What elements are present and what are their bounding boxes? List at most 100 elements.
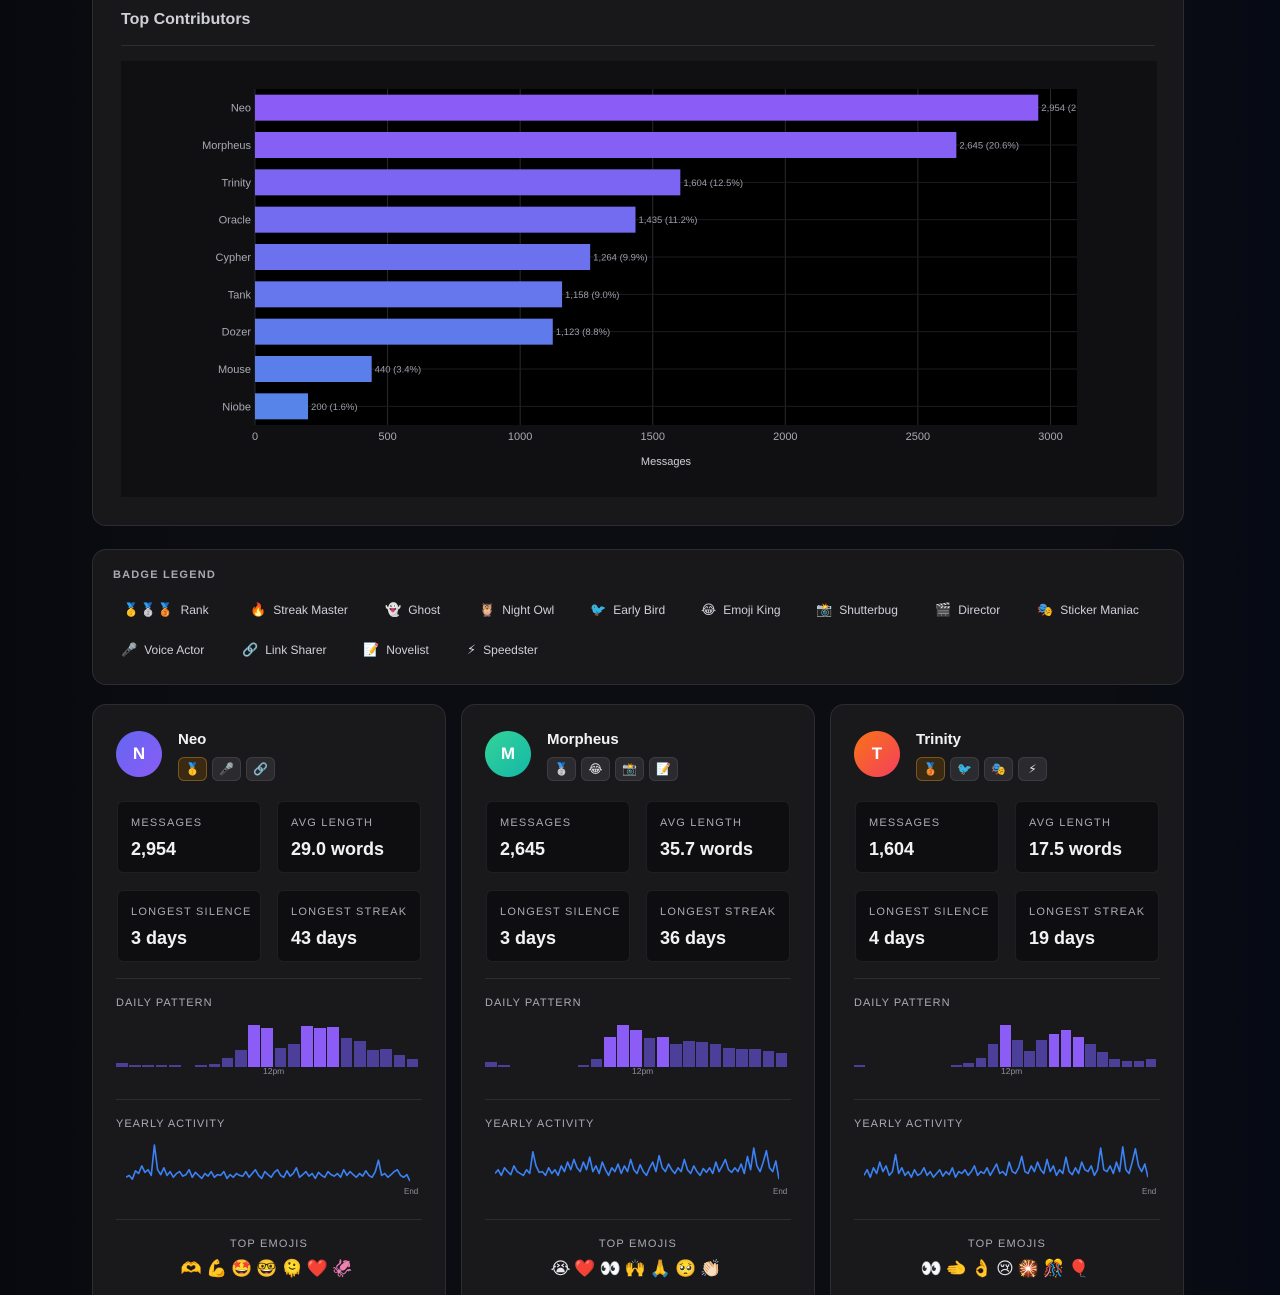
hour-bar — [208, 1063, 221, 1067]
legend-item-sticker-maniac: 🎭 Sticker Maniac — [1037, 602, 1139, 618]
legend-item-shutterbug: 📸 Shutterbug — [816, 602, 898, 618]
profile-card-trinity: T Trinity 🥉 🐦 🎭 ⚡ MESSAGES 1,604 AVG LENGTH 17.5 … — [830, 704, 1184, 1295]
hour-bar — [142, 1065, 155, 1067]
section-divider — [116, 978, 422, 979]
stat-value: 19 days — [1029, 928, 1096, 948]
stat-value: 35.7 words — [660, 839, 754, 859]
y-category-label: Niobe — [222, 401, 251, 413]
yearly-activity-sparkline — [864, 1146, 1148, 1179]
y-category-label: Oracle — [219, 215, 251, 227]
x-tick-label: 0 — [252, 431, 258, 443]
bar-morpheus[interactable] — [255, 132, 957, 158]
bar-tank[interactable] — [255, 281, 563, 308]
top-emojis-list: 🫶💪🤩🤓🫠❤️🦑 — [180, 1259, 358, 1278]
bar-value-label: 440 (3.4%) — [375, 365, 421, 376]
hour-bar — [274, 1048, 287, 1067]
bar-cypher[interactable] — [255, 244, 591, 270]
y-category-label: Tank — [228, 289, 252, 301]
hour-bar — [129, 1064, 141, 1067]
bar-value-label: 1,604 (12.5%) — [683, 178, 743, 189]
hour-bar — [195, 1065, 207, 1067]
chart-title: Top Contributors — [121, 11, 251, 28]
sparkline-path — [864, 1146, 1148, 1179]
daily-pattern-label: DAILY PATTERN — [116, 997, 213, 1009]
hour-bar — [963, 1062, 975, 1067]
x-tick-label: 1500 — [640, 431, 664, 443]
hour-bar — [327, 1026, 340, 1067]
bar-value-label: 1,123 (8.8%) — [556, 327, 610, 338]
legend-label: Ghost — [408, 603, 441, 617]
end-label: End — [773, 1187, 788, 1196]
bar-value-label: 1,158 (9.0%) — [565, 290, 619, 301]
hour-bar — [168, 1065, 181, 1067]
legend-label: Emoji King — [723, 603, 781, 617]
badge-icon[interactable]: 😂 — [581, 757, 610, 781]
section-divider — [485, 1099, 791, 1100]
top-emojis-list: 👀🫲👌😢🎇🎊🎈 — [920, 1259, 1094, 1278]
legend-label: Novelist — [386, 643, 429, 657]
legend-label: Link Sharer — [265, 643, 327, 657]
end-label: End — [1142, 1187, 1157, 1196]
hour-bar — [617, 1025, 629, 1067]
badge-icon[interactable]: 🎤 — [212, 757, 241, 781]
bar-dozer[interactable] — [255, 318, 553, 345]
y-category-label: Mouse — [218, 364, 251, 376]
yearly-activity-sparkline — [495, 1147, 779, 1180]
x-tick-label: 2500 — [906, 431, 930, 443]
stat-label: AVG LENGTH — [1029, 817, 1112, 829]
hour-bar — [1048, 1034, 1060, 1067]
noon-label: 12pm — [263, 1066, 285, 1076]
profile-card-morpheus: M Morpheus 🥈 😂 📸 📝 MESSAGES 2,645 AVG LENGTH 35.7… — [461, 704, 815, 1295]
stat-value: 3 days — [131, 928, 188, 948]
section-divider — [116, 1099, 422, 1100]
hour-bar — [1133, 1060, 1145, 1067]
hour-bar — [221, 1057, 234, 1067]
bar-trinity[interactable] — [255, 169, 681, 196]
badge-icon: ⚡ — [467, 642, 478, 657]
hour-bar — [116, 1062, 128, 1067]
legend-label: Rank — [180, 603, 209, 617]
hour-bar — [1085, 1043, 1096, 1067]
legend-item-rank: 🥇🥈🥉 Rank — [123, 602, 209, 618]
sparkline-path — [126, 1144, 410, 1182]
legend-label: Streak Master — [273, 603, 348, 617]
badge-icon[interactable]: 📝 — [649, 757, 678, 781]
badge-icon: 🔗 — [242, 642, 260, 657]
bar-niobe[interactable] — [255, 393, 309, 420]
hour-bar — [1145, 1058, 1157, 1067]
bar-value-label: 1,435 (11.2%) — [639, 215, 698, 226]
bar-neo[interactable] — [255, 94, 1039, 121]
hour-bar — [1036, 1039, 1048, 1067]
badge-icon[interactable]: 🎭 — [984, 757, 1013, 781]
chart-divider — [121, 45, 1155, 46]
hour-bar — [393, 1055, 406, 1067]
stat-avg-length: AVG LENGTH 35.7 words — [646, 801, 790, 873]
avatar: N — [116, 731, 162, 777]
bar-oracle[interactable] — [255, 206, 636, 233]
legend-label: Early Bird — [613, 603, 666, 617]
badge-icon[interactable]: 📸 — [615, 757, 644, 781]
y-category-label: Trinity — [221, 177, 251, 189]
yearly-activity-label: YEARLY ACTIVITY — [485, 1118, 595, 1130]
stat-messages: MESSAGES 1,604 — [855, 801, 999, 873]
hour-bar — [696, 1041, 709, 1067]
badge-icon[interactable]: 🥈 — [547, 757, 576, 781]
bar-mouse[interactable] — [255, 356, 372, 382]
badge-icon[interactable]: 🔗 — [246, 757, 275, 781]
stat-label: LONGEST SILENCE — [500, 906, 621, 918]
legend-label: Sticker Maniac — [1060, 603, 1139, 617]
legend-item-novelist: 📝 Novelist — [363, 642, 429, 658]
section-divider — [485, 1219, 791, 1220]
badge-icon[interactable]: 🥇 — [178, 757, 207, 781]
hour-bar — [590, 1058, 603, 1067]
yearly-activity-label: YEARLY ACTIVITY — [854, 1118, 964, 1130]
stat-longest-silence: LONGEST SILENCE 4 days — [855, 890, 999, 962]
hour-bar — [709, 1043, 722, 1067]
stat-value: 2,645 — [500, 839, 546, 859]
badge-icon[interactable]: 🐦 — [950, 757, 979, 781]
stat-value: 2,954 — [131, 839, 177, 859]
badge-icon[interactable]: 🥉 — [916, 757, 945, 781]
badge-icon[interactable]: ⚡ — [1018, 757, 1047, 781]
hour-bar — [577, 1064, 590, 1067]
stat-value: 1,604 — [869, 839, 915, 859]
